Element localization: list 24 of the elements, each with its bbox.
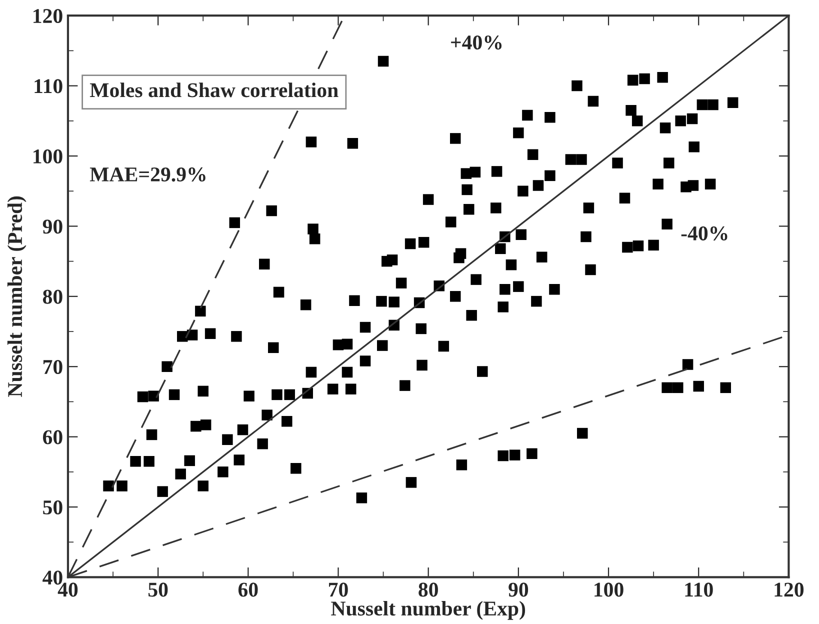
y-tick-label: 40	[42, 570, 62, 585]
annotation: Moles and Shaw correlation	[90, 82, 338, 98]
x-tick-label: 50	[148, 582, 168, 597]
y-tick-label: 80	[42, 290, 62, 304]
x-tick-label: 40	[58, 582, 78, 597]
x-tick-label: 120	[774, 582, 804, 597]
annotation: -40%	[681, 226, 728, 241]
y-tick-label: 60	[42, 430, 62, 444]
x-tick-label: 110	[685, 582, 713, 597]
x-axis-title: Nusselt number (Exp)	[331, 600, 526, 620]
x-tick-label: 100	[594, 582, 624, 597]
annotation: MAE=29.9%	[90, 167, 206, 182]
x-tick-label: 90	[508, 582, 528, 597]
y-tick-label: 120	[34, 8, 62, 24]
y-tick-label: 110	[34, 79, 62, 94]
annotation: +40%	[451, 35, 502, 50]
y-tick-label: 100	[34, 149, 62, 164]
x-tick-label: 60	[238, 582, 258, 597]
x-tick-label: 80	[418, 582, 438, 597]
y-tick-label: 50	[43, 500, 62, 514]
y-tick-label: 70	[43, 360, 62, 374]
x-tick-label: 70	[329, 582, 348, 597]
y-tick-label: 90	[42, 220, 62, 234]
y-axis-title: Nusselt number (Pred)	[7, 196, 26, 397]
